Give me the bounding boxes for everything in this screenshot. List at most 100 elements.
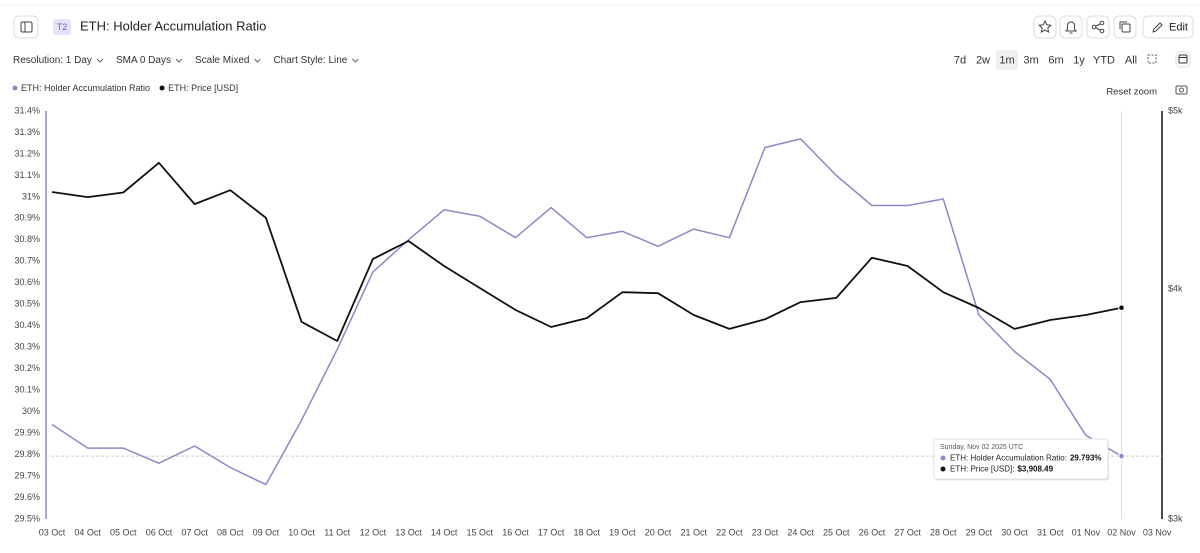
tooltip-swatch [940, 466, 946, 472]
legend-label[interactable]: ETH: Holder Accumulation Ratio [21, 83, 150, 93]
legend-swatch [12, 85, 18, 91]
toolbar-option[interactable]: Scale Mixed [195, 55, 249, 66]
x-tick-label: 31 Oct [1037, 527, 1064, 537]
y-tick-label: 30.8% [14, 234, 40, 244]
range-button[interactable]: 2w [976, 54, 990, 66]
chevron [175, 58, 183, 63]
share-icon [1091, 24, 1097, 30]
calendar-button[interactable] [1175, 51, 1191, 68]
y-tick-label: 30.6% [14, 277, 40, 287]
x-tick-label: 29 Oct [966, 527, 993, 537]
tooltip [933, 438, 1109, 480]
edit-label: Edit [1169, 21, 1188, 33]
y-tick-label: 31.2% [14, 148, 40, 158]
range-button[interactable]: All [1125, 54, 1137, 66]
share-icon [1099, 20, 1105, 26]
x-tick-label: 17 Oct [538, 527, 565, 537]
copy-icon [1121, 23, 1131, 33]
y-tick-label: 30.7% [14, 256, 40, 266]
y2-tick-label: $3k [1168, 513, 1183, 523]
bell-icon [1065, 21, 1077, 34]
y-tick-label: 30.5% [14, 299, 40, 309]
x-tick-label: 15 Oct [467, 527, 494, 537]
x-tick-label: 19 Oct [609, 527, 636, 537]
x-tick-label: 12 Oct [360, 527, 387, 537]
x-tick-label: 08 Oct [217, 527, 244, 537]
y-tick-label: 29.7% [14, 470, 40, 480]
x-tick-label: 03 Oct [39, 527, 66, 537]
x-tick-label: 06 Oct [146, 527, 173, 537]
range-button[interactable]: 3m [1023, 54, 1038, 66]
y-tick-label: 29.5% [14, 513, 40, 523]
y-tick-label: 30% [22, 406, 40, 416]
edit-button[interactable] [1142, 15, 1194, 39]
y-tick-label: 31.3% [14, 127, 40, 137]
sidebar-button[interactable] [13, 15, 39, 39]
y-tick-label: 31.1% [14, 170, 40, 180]
x-tick-label: 02 Nov [1107, 527, 1136, 537]
badge: T2 [57, 22, 68, 32]
badge-bg [53, 19, 71, 35]
range-active [996, 50, 1018, 70]
legend-label[interactable]: ETH: Price [USD] [168, 83, 238, 93]
tooltip-title: Sunday, Nov 02 2025 UTC [940, 444, 1023, 451]
zoom-icon [1147, 54, 1157, 64]
x-tick-label: 13 Oct [395, 527, 422, 537]
chevron [96, 58, 104, 63]
x-tick-label: 05 Oct [110, 527, 137, 537]
edit-icon [1152, 22, 1163, 33]
toolbar-option[interactable]: SMA 0 Days [116, 55, 171, 66]
range-button[interactable]: 1y [1073, 54, 1085, 66]
x-tick-label: 18 Oct [573, 527, 600, 537]
range-button[interactable]: YTD [1093, 54, 1115, 66]
zoom-button[interactable] [1143, 50, 1163, 70]
hover-point [1118, 452, 1125, 460]
toolbar-option[interactable]: Chart Style: Line [273, 55, 347, 66]
tooltip-swatch [940, 455, 946, 461]
chevron [352, 58, 359, 63]
share-icon [1099, 28, 1105, 34]
range-button[interactable]: 6m [1048, 54, 1063, 66]
series-line [51, 161, 1122, 342]
share-button[interactable] [1086, 15, 1110, 39]
header-actions: Edit [1033, 15, 1194, 39]
y-tick-label: 31% [22, 191, 40, 201]
camera-icon [1179, 87, 1184, 93]
y-tick-label: 30.1% [14, 385, 40, 395]
x-tick-label: 01 Nov [1072, 527, 1101, 537]
y2-tick-label: $4k [1168, 284, 1183, 294]
chevron [254, 58, 261, 63]
x-tick-label: 22 Oct [716, 527, 743, 537]
reset-zoom[interactable]: Reset zoom [1106, 87, 1157, 98]
tooltip-label: ETH: Price [USD]: [950, 465, 1014, 474]
x-tick-label: 09 Oct [253, 527, 280, 537]
range-buttons: 7d 2w 1m 3m 6m 1y YTD All [954, 50, 1137, 70]
range-button[interactable]: 7d [954, 54, 966, 66]
x-tick-label: 10 Oct [288, 527, 315, 537]
y-tick-label: 29.8% [14, 449, 40, 459]
x-tick-label: 24 Oct [787, 527, 814, 537]
y-tick-label: 30.2% [14, 363, 40, 373]
copy-button[interactable] [1113, 15, 1137, 39]
x-tick-label: 07 Oct [181, 527, 208, 537]
range-button[interactable]: 1m [999, 54, 1014, 66]
y-tick-label: 31.4% [14, 105, 40, 115]
y-tick-label: 30.4% [14, 320, 40, 330]
hover-point [1118, 304, 1125, 312]
x-tick-label: 20 Oct [645, 527, 672, 537]
x-tick-label: 16 Oct [502, 527, 529, 537]
y-tick-label: 30.9% [14, 213, 40, 223]
star-icon [1038, 19, 1052, 34]
alert-button[interactable] [1059, 15, 1083, 39]
camera-icon[interactable] [1175, 85, 1188, 95]
sidebar-icon [20, 21, 33, 33]
plot: 29.5% 29.6% 29.7% 29.8% 29.9% 30% 30.1% 30.2% 30… [14, 105, 1183, 537]
y2-tick-label: $5k [1168, 105, 1183, 115]
x-tick-label: 25 Oct [823, 527, 850, 537]
tooltip-label: ETH: Holder Accumulation Ratio: [950, 454, 1067, 463]
x-tick-label: 30 Oct [1001, 527, 1028, 537]
toolbar-option[interactable]: Resolution: 1 Day [13, 55, 92, 66]
star-button[interactable] [1033, 15, 1057, 39]
x-tick-label: 26 Oct [859, 527, 886, 537]
